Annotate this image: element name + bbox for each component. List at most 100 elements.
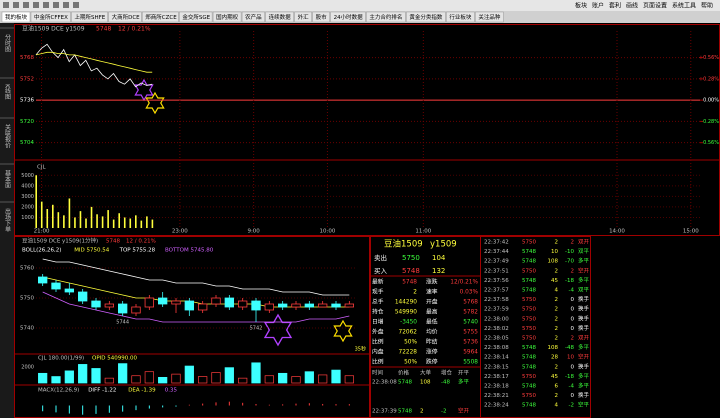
stat-value: 5964 [463, 350, 478, 356]
menu-item[interactable]: 系统工具 [672, 2, 696, 10]
tick-cell: 22:37:44 [484, 249, 509, 255]
tab-label[interactable]: 股市 [316, 13, 328, 21]
tick-cell: 22:38:02 [484, 326, 509, 332]
quote-bid-volume: 132 [432, 267, 445, 275]
candle-body [277, 303, 288, 308]
volume-bar [96, 214, 98, 228]
candle-body [157, 297, 168, 305]
trade-cell: 108 [420, 380, 431, 386]
tab[interactable] [330, 11, 366, 23]
tick-cell: 28 [551, 355, 558, 361]
tick-cell: 4 [555, 288, 559, 294]
tab[interactable] [241, 11, 265, 23]
tab[interactable] [108, 11, 142, 23]
tab[interactable] [406, 11, 446, 23]
tab[interactable] [366, 11, 406, 23]
icon[interactable] [23, 2, 29, 8]
tab-label[interactable]: 中金所CFFEX [34, 13, 68, 21]
tab[interactable] [71, 11, 108, 23]
tick-cell: 0 [571, 326, 575, 332]
volume-bar [198, 376, 208, 384]
tab[interactable] [1, 11, 31, 23]
candle-body [104, 303, 114, 308]
tab-label[interactable]: 外汇 [298, 13, 310, 21]
y-tick-label: 5760 [20, 266, 34, 272]
sidebar-tab[interactable]: 关联报价 [4, 123, 11, 148]
tick-cell: 5750 [522, 374, 536, 380]
tick-cell: 5748 [522, 259, 536, 265]
tick-cell: 5748 [522, 288, 536, 294]
tab[interactable] [475, 11, 504, 23]
tab[interactable] [179, 11, 213, 23]
tab-label[interactable]: 郑商所CZCE [145, 13, 177, 21]
menu-item[interactable]: 帮助 [701, 2, 713, 10]
sidebar-tab[interactable]: K线图 [4, 84, 11, 101]
tick-cell: 双开 [578, 239, 590, 246]
tick-cell: 换手 [578, 324, 590, 332]
tab-label[interactable]: 黄金分类指数 [409, 13, 443, 21]
menu-item[interactable]: 板块 [575, 2, 587, 10]
tab[interactable] [212, 11, 242, 23]
y-tick-label: 5704 [20, 140, 34, 146]
sidebar-tab[interactable]: 基本面 [4, 169, 11, 189]
volume-bar [38, 372, 48, 384]
icon[interactable] [13, 2, 19, 8]
stat-value: 0.03% [460, 290, 479, 296]
tab-label[interactable]: 农产品 [245, 13, 262, 21]
candle-body [291, 303, 301, 308]
tick-cell: 22:37:56 [484, 278, 509, 284]
icon[interactable] [43, 2, 49, 8]
icon[interactable] [33, 2, 39, 8]
indicator-label: TOP 5755.28 [119, 248, 156, 254]
candle-body [118, 303, 128, 314]
tab-label[interactable]: 金交所SGE [182, 13, 210, 21]
tick-cell: 10 [567, 355, 574, 361]
volume-bar [318, 374, 328, 384]
menu-item[interactable]: 画线 [626, 2, 638, 10]
icon[interactable] [73, 2, 79, 8]
icon[interactable] [63, 2, 69, 8]
last-price: 5748 [96, 26, 111, 33]
indicator-label: BOTTOM 5745.80 [165, 248, 214, 254]
y-tick-label: 3000 [21, 194, 34, 200]
star-marker [145, 91, 165, 115]
tab[interactable] [312, 11, 330, 23]
tab-label[interactable]: 国内期权 [216, 13, 239, 21]
stat-value: 5736 [463, 340, 478, 346]
icon[interactable] [3, 2, 9, 8]
tab[interactable] [265, 11, 294, 23]
y-tick-label: 5736 [20, 98, 34, 104]
tick-cell: 换手 [578, 391, 590, 399]
y-tick-label: 1000 [21, 215, 34, 221]
tab[interactable] [30, 11, 71, 23]
menu-item[interactable]: 账户 [592, 2, 604, 10]
tick-cell: 22:37:59 [484, 307, 509, 313]
sidebar-tab[interactable]: 出场下单 [4, 207, 11, 233]
sidebar-tab[interactable]: 分时图 [4, 33, 11, 53]
tick-cell: 5750 [522, 326, 536, 332]
tab-label[interactable]: 主力合约排名 [369, 13, 402, 21]
price-change: 12 / 0.21% [118, 26, 151, 33]
stat-value: 5740 [463, 320, 478, 326]
tab-label[interactable]: 我的板块 [5, 13, 28, 21]
tab[interactable] [142, 11, 179, 23]
stat-label: 涨跌 [426, 278, 438, 286]
stat-label: 总手 [372, 298, 384, 306]
tab-label[interactable]: 连续数据 [269, 13, 292, 21]
tab-label[interactable]: 24小时数据 [334, 13, 363, 21]
icon[interactable] [53, 2, 59, 8]
tab[interactable] [294, 11, 312, 23]
boll-top-line [42, 258, 350, 296]
tab[interactable] [446, 11, 475, 23]
tab-label[interactable]: 大商所DCE [112, 13, 141, 21]
tab-label[interactable]: 行业板块 [449, 13, 472, 21]
chart-title: 豆油1509 DCE y1509(1分钟) [22, 237, 98, 245]
volume-bar [104, 377, 114, 384]
stat-label: 速率 [426, 288, 438, 296]
menu-item[interactable]: 套利 [609, 2, 621, 10]
y-tick-label: 2000 [21, 204, 34, 210]
tab-label[interactable]: 关注品种 [478, 13, 501, 21]
tab-label[interactable]: 上期所SHFE [75, 13, 106, 21]
menu-item[interactable]: 页面设置 [643, 2, 667, 10]
